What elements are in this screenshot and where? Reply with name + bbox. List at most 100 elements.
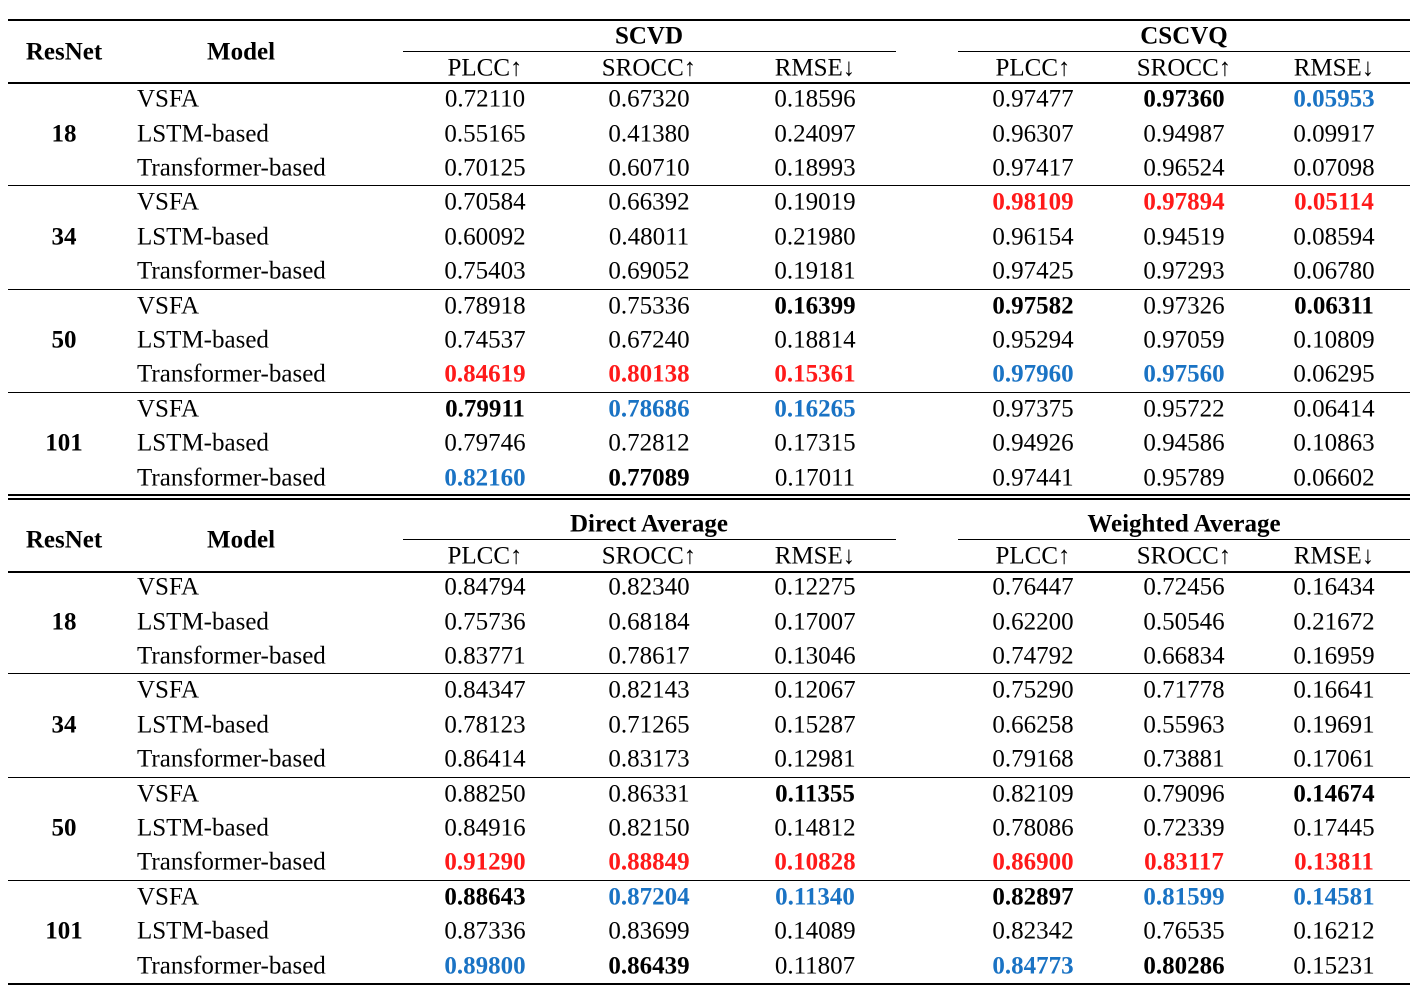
metric-value: 0.12981: [774, 745, 856, 773]
header-model: Model: [206, 526, 276, 554]
metric-value: 0.84794: [444, 573, 526, 601]
group-title: SCVD: [614, 22, 684, 50]
metric-value: 0.76535: [1143, 917, 1225, 945]
metric-value: 0.98109: [992, 188, 1074, 216]
metric-value: 0.60710: [608, 154, 690, 182]
metric-value: 0.41380: [608, 120, 690, 148]
metric-header: SROCC↑: [1136, 542, 1232, 570]
table-top-rule: [8, 19, 1410, 21]
metric-value: 0.82340: [608, 573, 690, 601]
block-divider: [8, 392, 1410, 394]
metric-value: 0.15231: [1293, 952, 1375, 980]
table-bottom-rule: [8, 494, 1410, 496]
metric-value: 0.82150: [608, 814, 690, 842]
model-name: LSTM-based: [137, 917, 269, 945]
metric-value: 0.12067: [774, 676, 856, 704]
metric-value: 0.97059: [1143, 326, 1225, 354]
block-divider: [8, 289, 1410, 291]
metric-value: 0.62200: [992, 608, 1074, 636]
metric-value: 0.74792: [992, 642, 1074, 670]
metric-header: SROCC↑: [1136, 54, 1232, 82]
metric-header: PLCC↑: [447, 54, 523, 82]
metric-value: 0.71778: [1143, 676, 1225, 704]
metric-value: 0.10828: [774, 848, 856, 876]
group-title: Direct Average: [569, 510, 729, 538]
metric-value: 0.87204: [608, 883, 690, 911]
metric-value: 0.77089: [608, 464, 690, 492]
metric-value: 0.97582: [992, 292, 1074, 320]
group-underline: [403, 539, 896, 540]
metric-value: 0.10863: [1293, 429, 1375, 457]
resnet-depth: 18: [51, 120, 77, 148]
metric-value: 0.16399: [774, 292, 856, 320]
metric-header: RMSE↓: [1293, 542, 1375, 570]
metric-value: 0.18993: [774, 154, 856, 182]
metric-value: 0.14812: [774, 814, 856, 842]
metric-value: 0.96524: [1143, 154, 1225, 182]
metric-header: PLCC↑: [447, 542, 523, 570]
metric-value: 0.15361: [774, 360, 856, 388]
model-name: Transformer-based: [137, 360, 326, 388]
metric-value: 0.78086: [992, 814, 1074, 842]
metric-value: 0.60092: [444, 223, 526, 251]
metric-value: 0.06780: [1293, 257, 1375, 285]
metric-value: 0.82109: [992, 780, 1074, 808]
resnet-depth: 34: [51, 223, 77, 251]
resnet-depth: 50: [51, 326, 77, 354]
metric-value: 0.86331: [608, 780, 690, 808]
metric-value: 0.82160: [444, 464, 526, 492]
metric-value: 0.97425: [992, 257, 1074, 285]
table-bottom-rule: [8, 498, 1410, 500]
metric-value: 0.71265: [608, 711, 690, 739]
block-divider: [8, 673, 1410, 675]
metric-value: 0.97894: [1143, 188, 1225, 216]
metric-value: 0.11807: [774, 952, 856, 980]
model-name: LSTM-based: [137, 223, 269, 251]
model-name: Transformer-based: [137, 745, 326, 773]
metric-value: 0.75290: [992, 676, 1074, 704]
model-name: VSFA: [137, 676, 200, 704]
metric-value: 0.96154: [992, 223, 1074, 251]
model-name: LSTM-based: [137, 326, 269, 354]
metric-value: 0.97441: [992, 464, 1074, 492]
metric-value: 0.07098: [1293, 154, 1375, 182]
model-name: Transformer-based: [137, 464, 326, 492]
model-name: VSFA: [137, 780, 200, 808]
metric-value: 0.97375: [992, 395, 1074, 423]
metric-value: 0.14581: [1293, 883, 1375, 911]
metric-value: 0.79168: [992, 745, 1074, 773]
metric-value: 0.94586: [1143, 429, 1225, 457]
model-name: LSTM-based: [137, 608, 269, 636]
metric-value: 0.06602: [1293, 464, 1375, 492]
metric-value: 0.19019: [774, 188, 856, 216]
metric-value: 0.79911: [445, 395, 525, 423]
model-name: Transformer-based: [137, 952, 326, 980]
metric-value: 0.82342: [992, 917, 1074, 945]
metric-value: 0.80138: [608, 360, 690, 388]
metric-value: 0.48011: [608, 223, 690, 251]
metric-value: 0.88643: [444, 883, 526, 911]
metric-value: 0.82143: [608, 676, 690, 704]
metric-value: 0.11355: [775, 780, 855, 808]
metric-value: 0.55963: [1143, 711, 1225, 739]
metric-value: 0.83771: [444, 642, 526, 670]
metric-value: 0.05953: [1293, 85, 1375, 113]
metric-value: 0.70125: [444, 154, 526, 182]
metric-value: 0.78617: [608, 642, 690, 670]
metric-value: 0.78686: [608, 395, 690, 423]
metric-value: 0.17315: [774, 429, 856, 457]
header-model: Model: [206, 38, 276, 66]
metric-value: 0.83699: [608, 917, 690, 945]
metric-value: 0.06311: [1294, 292, 1374, 320]
metric-value: 0.97560: [1143, 360, 1225, 388]
metric-value: 0.16434: [1293, 573, 1375, 601]
metric-value: 0.19181: [774, 257, 856, 285]
model-name: LSTM-based: [137, 711, 269, 739]
model-name: VSFA: [137, 85, 200, 113]
model-name: VSFA: [137, 292, 200, 320]
metric-value: 0.97360: [1143, 85, 1225, 113]
metric-value: 0.72812: [608, 429, 690, 457]
metric-header: SROCC↑: [601, 542, 697, 570]
metric-value: 0.78123: [444, 711, 526, 739]
